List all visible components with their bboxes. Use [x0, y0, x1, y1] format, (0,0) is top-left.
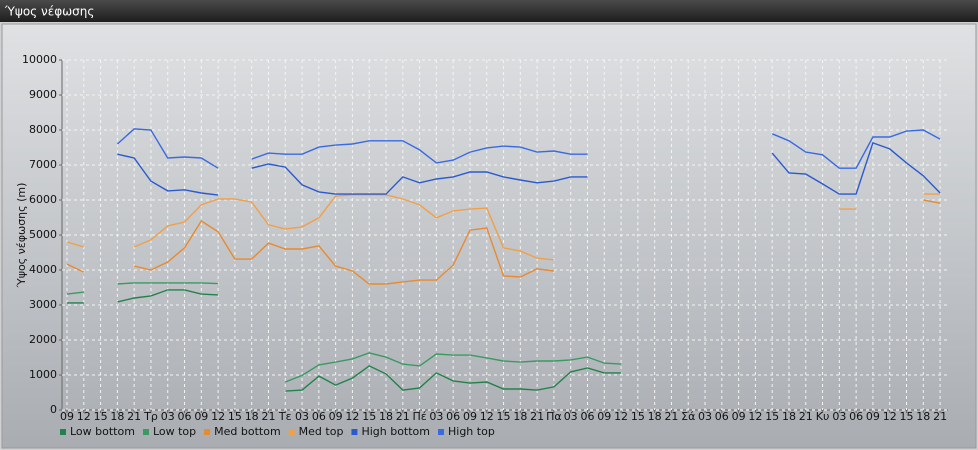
x-tick-label: 12 — [614, 410, 628, 423]
y-tick-label: 7000 — [29, 158, 57, 171]
series-line — [66, 282, 622, 383]
legend-label: Med bottom — [214, 425, 281, 438]
x-tick-label: 15 — [900, 410, 914, 423]
x-tick-label: 18 — [110, 410, 124, 423]
x-tick-label: 21 — [799, 410, 813, 423]
x-tick-label: 15 — [497, 410, 511, 423]
legend-swatch — [142, 429, 149, 435]
x-tick-label: 12 — [77, 410, 91, 423]
x-tick-label: 06 — [312, 410, 326, 423]
legend-label: High bottom — [361, 425, 430, 438]
series-line — [116, 128, 941, 169]
x-tick-label: 06 — [580, 410, 594, 423]
x-tick-label: 21 — [530, 410, 544, 423]
x-tick-label: 09 — [463, 410, 477, 423]
x-tick-label: 12 — [883, 410, 897, 423]
legend-label: Med top — [299, 425, 344, 438]
x-tick-label: 15 — [631, 410, 645, 423]
y-tick-label: 8000 — [29, 123, 57, 136]
x-tick-label: 03 — [295, 410, 309, 423]
x-tick-label: 18 — [782, 410, 796, 423]
x-tick-label: 18 — [513, 410, 527, 423]
series-line — [117, 141, 941, 196]
legend-swatch — [60, 429, 66, 435]
legend-label: Low bottom — [70, 425, 135, 438]
legend-swatch — [288, 429, 295, 435]
x-tick-label: 06 — [715, 410, 729, 423]
title-bar — [0, 0, 978, 22]
x-tick-label: 21 — [933, 410, 947, 423]
x-tick-label: Σά — [681, 410, 695, 423]
legend-label: Low top — [153, 425, 196, 438]
x-tick-label: 09 — [194, 410, 208, 423]
x-tick-label: 03 — [429, 410, 443, 423]
legend-label: High top — [448, 425, 495, 438]
x-tick-label: 03 — [161, 410, 175, 423]
x-tick-label: 15 — [94, 410, 108, 423]
x-tick-label: 03 — [832, 410, 846, 423]
x-tick-label: Τε — [278, 410, 292, 423]
x-tick-label: 09 — [597, 410, 611, 423]
legend-swatch — [438, 429, 444, 435]
x-tick-label: 09 — [866, 410, 880, 423]
chart-title: Ύψος νέφωσης — [4, 5, 94, 19]
x-tick-label: 18 — [245, 410, 259, 423]
x-tick-label: 21 — [261, 410, 275, 423]
y-tick-label: 3000 — [29, 298, 57, 311]
x-tick-label: 12 — [211, 410, 225, 423]
x-tick-label: Τρ — [143, 410, 158, 423]
x-tick-label: 06 — [178, 410, 192, 423]
x-tick-label: 21 — [396, 410, 410, 423]
x-tick-label: 12 — [748, 410, 762, 423]
x-tick-label: 06 — [446, 410, 460, 423]
x-tick-label: 09 — [329, 410, 343, 423]
x-tick-label: Κυ — [816, 410, 830, 423]
y-tick-label: 6000 — [29, 193, 57, 206]
series-line — [66, 193, 941, 261]
x-tick-label: 18 — [648, 410, 662, 423]
x-tick-label: 09 — [60, 410, 74, 423]
x-tick-label: 15 — [362, 410, 376, 423]
y-tick-label: 2000 — [29, 333, 57, 346]
x-tick-label: Πα — [546, 410, 562, 423]
y-tick-label: 1000 — [29, 368, 57, 381]
x-tick-label: 03 — [564, 410, 578, 423]
x-tick-label: 12 — [480, 410, 494, 423]
legend-swatch — [351, 429, 358, 435]
y-tick-label: 0 — [50, 403, 57, 416]
legend-swatch — [204, 429, 211, 435]
y-tick-label: 10000 — [22, 53, 57, 66]
x-tick-label: 18 — [916, 410, 930, 423]
x-tick-label: 21 — [664, 410, 678, 423]
x-tick-label: 06 — [849, 410, 863, 423]
y-axis-label: Ύψος νέφωσης (m) — [15, 183, 28, 289]
x-tick-label: 18 — [379, 410, 393, 423]
series-line — [67, 289, 622, 392]
x-tick-label: 21 — [127, 410, 141, 423]
x-tick-label: 15 — [765, 410, 779, 423]
x-tick-label: Πέ — [412, 410, 426, 423]
x-tick-label: 09 — [732, 410, 746, 423]
y-tick-label: 9000 — [29, 88, 57, 101]
x-tick-label: 12 — [345, 410, 359, 423]
x-tick-label: 03 — [698, 410, 712, 423]
y-tick-label: 4000 — [29, 263, 57, 276]
x-tick-label: 15 — [228, 410, 242, 423]
y-tick-label: 5000 — [29, 228, 57, 241]
series-line — [66, 199, 941, 285]
